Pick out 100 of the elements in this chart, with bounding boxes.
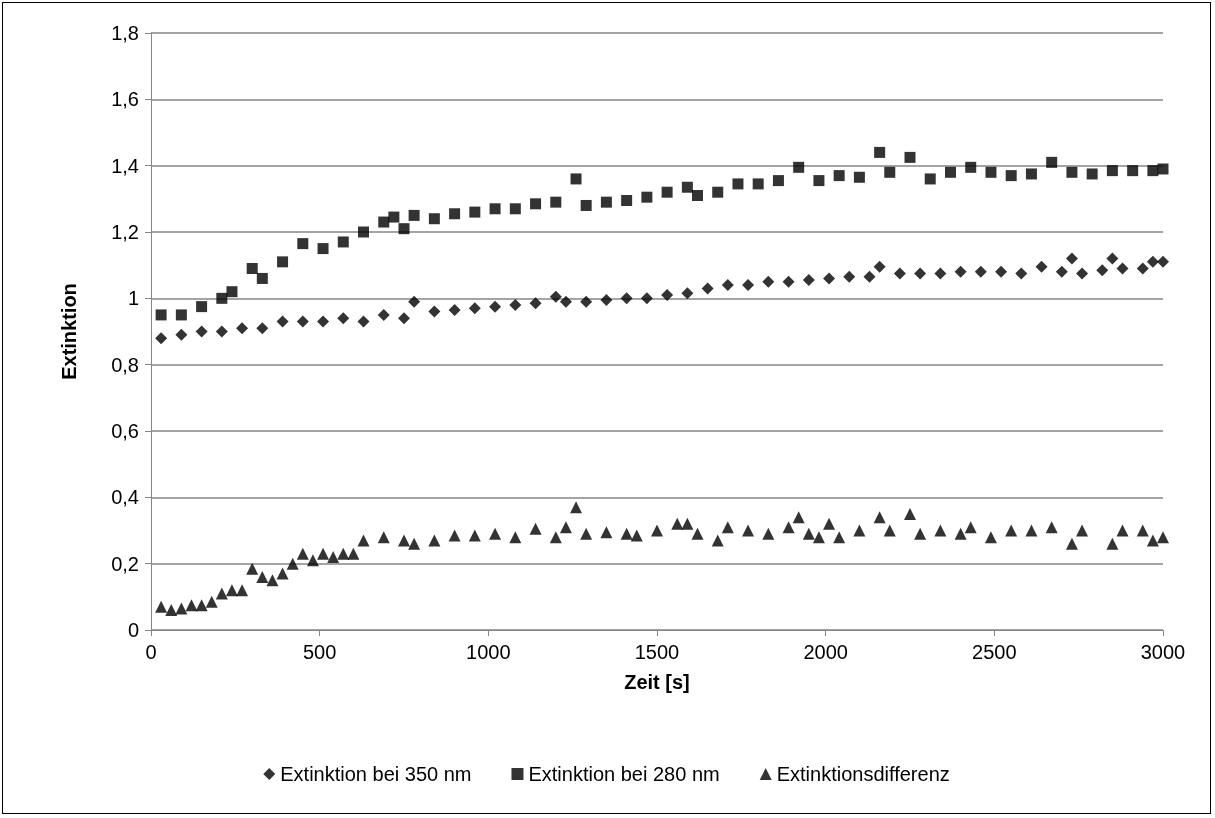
point [985, 166, 997, 178]
x-tick-label: 1000 [466, 641, 511, 663]
point [1046, 156, 1058, 168]
y-tick-label: 0,8 [111, 353, 139, 376]
point [1035, 260, 1048, 273]
y-tick-label: 0,2 [111, 552, 139, 575]
point [793, 161, 805, 173]
point [893, 267, 906, 280]
point [772, 175, 784, 187]
point [681, 181, 693, 193]
x-tick-label: 3000 [1140, 641, 1186, 663]
point [1015, 267, 1028, 280]
point [509, 203, 521, 215]
point [833, 170, 845, 182]
point [378, 216, 390, 228]
point [489, 203, 501, 215]
point [549, 290, 562, 303]
point [337, 236, 349, 248]
point [823, 272, 836, 285]
point [661, 186, 673, 198]
point [226, 286, 238, 298]
y-tick-label: 1 [127, 287, 139, 310]
point [175, 328, 188, 341]
point [297, 238, 309, 250]
point [974, 265, 987, 278]
point [530, 198, 542, 210]
point [489, 300, 502, 313]
point [277, 256, 289, 268]
point [1066, 166, 1078, 178]
point [640, 292, 653, 305]
point [620, 292, 633, 305]
point [732, 178, 744, 190]
point [1157, 255, 1169, 268]
point [701, 282, 714, 295]
point [995, 265, 1008, 278]
x-tick-label: 1500 [634, 641, 680, 663]
point [813, 175, 825, 187]
point [1106, 165, 1118, 177]
point [388, 211, 400, 223]
point [246, 262, 258, 274]
point [317, 243, 329, 255]
point [1146, 255, 1159, 268]
point [782, 275, 795, 288]
point [1076, 267, 1089, 280]
point [1157, 163, 1169, 175]
point [1116, 262, 1129, 275]
x-axis-title: Zeit [s] [624, 671, 690, 693]
y-tick-label: 1,6 [111, 88, 139, 111]
point [843, 270, 856, 283]
point [600, 293, 613, 306]
point [954, 265, 967, 278]
x-tick-label: 2500 [972, 641, 1017, 663]
point [641, 191, 653, 203]
point [944, 166, 956, 178]
point [1086, 168, 1098, 180]
y-tick-label: 0,4 [111, 486, 139, 509]
point [550, 196, 562, 208]
point [357, 315, 370, 328]
y-tick-label: 1,4 [111, 154, 139, 177]
y-tick-label: 0,6 [111, 420, 139, 442]
point [965, 161, 977, 173]
point [398, 312, 410, 325]
point [377, 308, 390, 321]
point [580, 295, 593, 308]
point [934, 267, 947, 280]
point [449, 208, 461, 220]
y-tick-label: 1,8 [111, 22, 139, 44]
point [904, 151, 916, 163]
point [408, 295, 421, 308]
point [358, 226, 370, 238]
point [195, 325, 208, 338]
point [216, 292, 228, 304]
point [762, 275, 775, 288]
point [256, 272, 268, 284]
point [1106, 252, 1119, 265]
point [1025, 168, 1037, 180]
point [873, 260, 886, 273]
point [236, 322, 249, 335]
point [398, 223, 410, 235]
point [428, 305, 441, 318]
point [600, 196, 612, 208]
x-tick-label: 500 [302, 641, 337, 663]
point [1127, 165, 1139, 177]
point [559, 295, 572, 308]
point [742, 279, 755, 292]
point [469, 206, 481, 218]
point [468, 302, 481, 315]
point [661, 289, 674, 302]
y-tick-label: 1,2 [111, 221, 139, 243]
legend-label: Extinktionsdifferenz [776, 763, 950, 785]
point [681, 287, 694, 300]
point [196, 301, 208, 313]
point [428, 213, 440, 225]
point [408, 209, 420, 221]
point [1147, 165, 1159, 177]
point [276, 315, 289, 328]
point [802, 274, 815, 287]
point [215, 325, 228, 338]
point [155, 309, 167, 321]
point [580, 199, 592, 211]
